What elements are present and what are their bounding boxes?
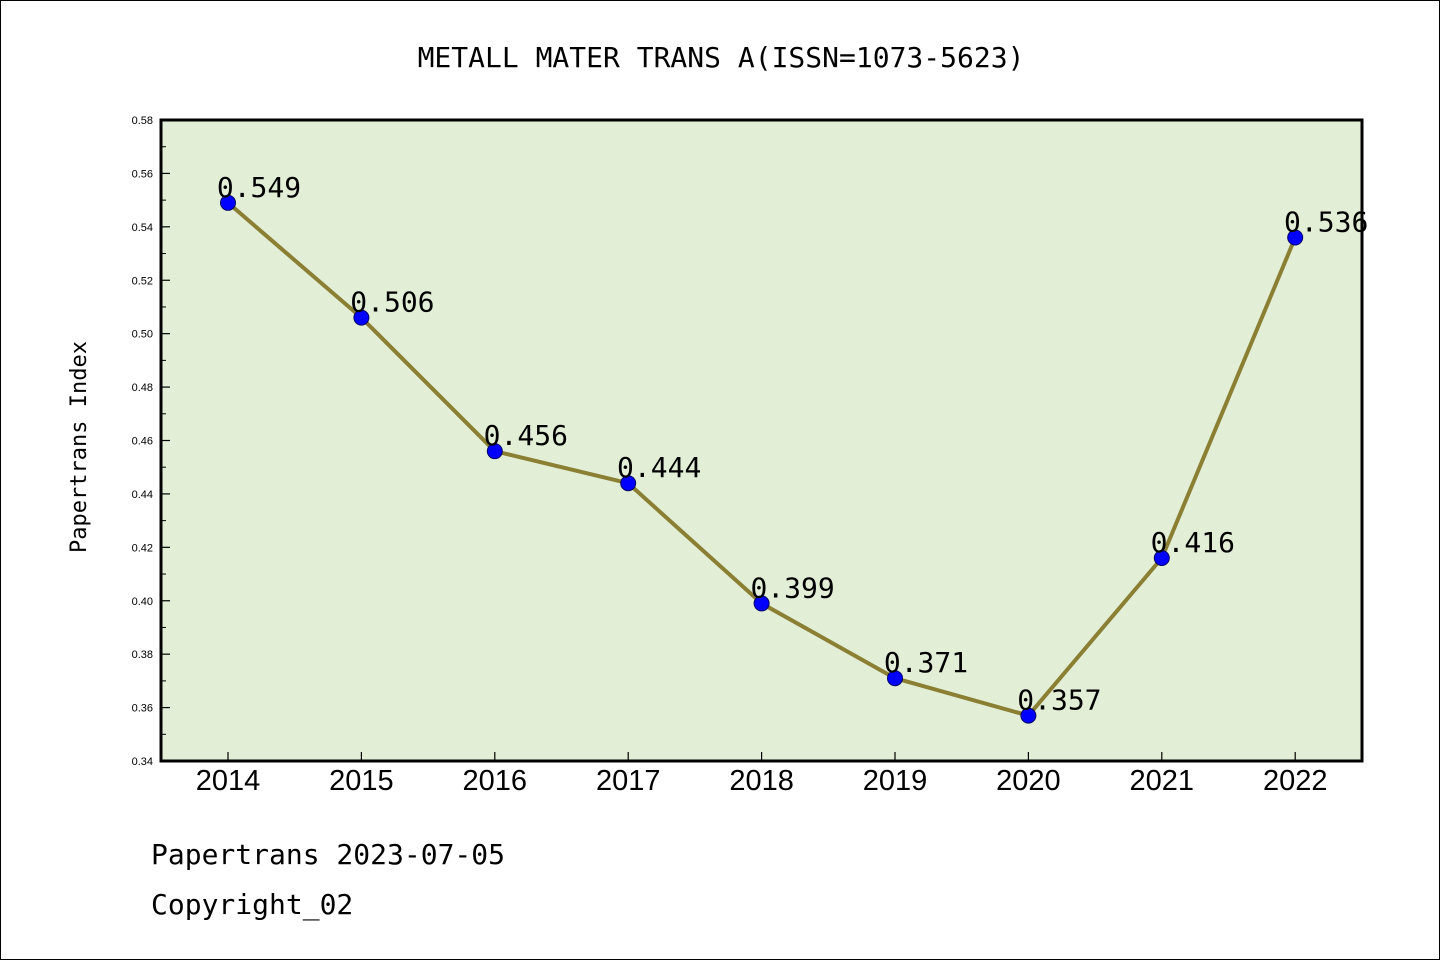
data-label: 0.357: [1017, 684, 1101, 717]
data-label: 0.371: [884, 646, 968, 679]
y-tick-label: 0.52: [132, 275, 153, 287]
y-tick-label: 0.40: [132, 596, 153, 608]
y-tick-label: 0.36: [132, 703, 153, 715]
y-tick-label: 0.58: [132, 115, 153, 127]
y-tick-label: 0.54: [132, 222, 153, 234]
data-point: [220, 194, 236, 211]
chart-title: METALL MATER TRANS A(ISSN=1073-5623): [418, 41, 1025, 74]
data-points: [220, 194, 1304, 724]
y-axis-label: Papertrans Index: [67, 341, 92, 553]
data-point: [486, 443, 503, 460]
data-label: 0.536: [1284, 206, 1368, 239]
y-tick-label: 0.34: [132, 756, 153, 768]
x-tick-label: 2019: [863, 765, 928, 797]
x-tick-label: 2014: [196, 765, 261, 797]
x-tick-label: 2022: [1263, 765, 1328, 797]
y-tick-label: 0.38: [132, 649, 153, 661]
y-tick-label: 0.50: [132, 329, 153, 341]
data-point: [1153, 550, 1170, 567]
y-axis: 0.34 0.36 0.38 0.40 0.42 0.44 0.46 0.48 0.50 0.52…: [132, 115, 170, 768]
data-point: [753, 595, 770, 612]
x-tick-label: 2018: [729, 765, 794, 797]
data-label: 0.506: [350, 286, 434, 319]
data-label: 0.416: [1151, 526, 1235, 559]
footer-copyright: Copyright_02: [151, 888, 353, 922]
y-tick-label: 0.46: [132, 436, 153, 448]
footer-date: Papertrans 2023-07-05: [151, 838, 505, 871]
data-point: [353, 309, 370, 326]
x-tick-label: 2017: [596, 765, 661, 797]
y-tick-label: 0.48: [132, 382, 153, 394]
y-tick-label: 0.44: [132, 489, 153, 501]
data-label: 0.399: [750, 571, 834, 604]
x-axis: 2014 2015 2016 2017 2018 2019 2020 2021 2022: [196, 752, 1328, 797]
y-tick-label: 0.56: [132, 168, 153, 180]
x-tick-label: 2016: [463, 765, 528, 797]
data-label: 0.549: [217, 171, 301, 204]
data-point: [1020, 707, 1037, 724]
data-point: [887, 670, 903, 687]
plot-border: [159, 118, 1364, 763]
data-label: 0.456: [484, 419, 568, 452]
plot-area: [161, 120, 1362, 761]
data-point: [620, 475, 637, 492]
data-point: [1287, 229, 1304, 246]
x-tick-label: 2020: [996, 765, 1061, 797]
data-label: 0.444: [617, 451, 701, 484]
x-tick-label: 2015: [329, 765, 394, 797]
x-tick-label: 2021: [1130, 765, 1195, 797]
data-labels: 0.549 0.506 0.456 0.444 0.399 0.371 0.357 0.416…: [217, 171, 1368, 717]
y-tick-label: 0.42: [132, 542, 153, 554]
